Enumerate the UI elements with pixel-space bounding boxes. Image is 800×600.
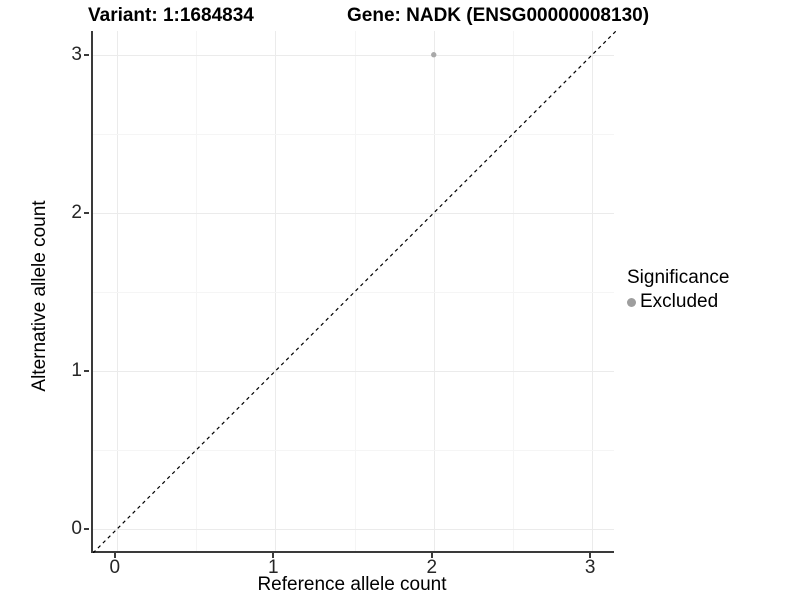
y-tick-mark [84, 528, 89, 531]
y-tick-mark [84, 370, 89, 373]
x-tick-label: 3 [584, 557, 596, 578]
gridline-major [93, 529, 614, 531]
data-point [431, 52, 437, 58]
x-tick-label: 2 [426, 557, 438, 578]
y-axis-title: Alternative allele count [29, 200, 50, 392]
gridline-minor [93, 133, 614, 135]
x-tick-label: 0 [109, 557, 121, 578]
legend-title: Significance [627, 267, 730, 288]
x-tick-mark [113, 553, 116, 558]
x-tick-label: 1 [267, 557, 279, 578]
y-tick-label: 1 [71, 360, 82, 382]
plot-title-gene: Gene: NADK (ENSG00000008130) [347, 5, 650, 26]
legend-item-excluded: Excluded [627, 291, 729, 313]
x-tick-mark [272, 553, 275, 558]
y-tick-label: 2 [71, 201, 82, 223]
gridline-major [93, 54, 614, 56]
legend-key-dot-icon [627, 297, 636, 307]
plot-canvas [93, 31, 616, 553]
gridline-minor [196, 31, 197, 551]
plot-panel [91, 31, 616, 553]
x-axis-title: Reference allele count [257, 574, 447, 595]
gridline-major [592, 31, 594, 551]
gridline-minor [93, 450, 614, 452]
gridline-minor [93, 292, 614, 293]
identity-dashed-line [93, 31, 616, 553]
legend-item-label: Excluded [640, 291, 719, 312]
y-tick-label: 3 [71, 43, 82, 65]
gridline-minor [512, 31, 514, 551]
gridline-major [433, 31, 435, 551]
gridline-major [116, 31, 118, 551]
y-tick-mark [84, 53, 89, 56]
x-tick-mark [430, 553, 433, 558]
y-tick-mark [84, 211, 89, 214]
gridline-major [93, 212, 614, 214]
x-tick-mark [589, 553, 592, 558]
gridline-major [275, 31, 277, 551]
gridline-minor [354, 31, 356, 551]
legend: Significance Excluded [627, 267, 729, 313]
gridline-major [93, 371, 614, 373]
y-tick-label: 0 [71, 518, 82, 540]
plot-title-variant: Variant: 1:1684834 [88, 5, 254, 26]
